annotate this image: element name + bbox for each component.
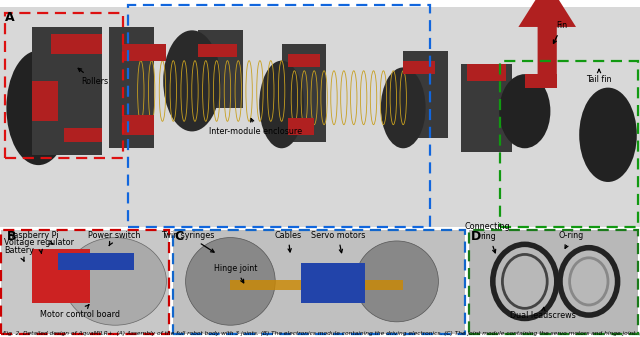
Bar	[282, 44, 326, 142]
Text: Fin: Fin	[554, 21, 568, 43]
Ellipse shape	[355, 241, 438, 322]
Bar	[469, 230, 638, 334]
Text: Cables: Cables	[275, 231, 301, 252]
Bar	[230, 280, 403, 290]
Text: Dual leadscrews: Dual leadscrews	[510, 307, 575, 320]
Bar	[128, 5, 430, 227]
Text: Rollers: Rollers	[78, 68, 108, 86]
Bar	[64, 128, 102, 142]
Bar	[51, 34, 102, 54]
Text: Motor control board: Motor control board	[40, 305, 120, 319]
Text: D: D	[470, 230, 481, 243]
Text: O-ring: O-ring	[559, 231, 584, 248]
Bar	[5, 13, 123, 158]
Ellipse shape	[259, 61, 304, 148]
Text: A: A	[5, 11, 15, 24]
Ellipse shape	[499, 74, 550, 148]
Text: Servo motors: Servo motors	[311, 231, 365, 253]
Bar	[403, 51, 448, 138]
Bar	[461, 64, 512, 152]
Text: Power switch: Power switch	[88, 231, 141, 246]
Text: Connecting
ring: Connecting ring	[465, 221, 511, 253]
Bar	[403, 61, 435, 74]
FancyArrow shape	[518, 0, 576, 74]
Bar	[1, 230, 169, 334]
Bar	[109, 27, 154, 148]
Ellipse shape	[186, 238, 275, 325]
Bar	[467, 64, 506, 81]
Ellipse shape	[64, 238, 166, 325]
Text: C: C	[174, 230, 183, 243]
Bar	[122, 115, 154, 135]
Bar	[1, 230, 169, 334]
Bar	[198, 44, 237, 57]
Text: Raspberry Pi: Raspberry Pi	[8, 231, 58, 244]
Bar	[0, 7, 640, 227]
Text: Twin syringes: Twin syringes	[161, 231, 214, 252]
Bar	[32, 27, 102, 155]
Bar	[198, 30, 243, 108]
Ellipse shape	[381, 67, 426, 148]
Bar	[32, 249, 90, 303]
Bar	[469, 230, 638, 334]
Text: Hinge joint: Hinge joint	[214, 264, 257, 283]
Text: Inter-module enclosure: Inter-module enclosure	[209, 119, 303, 136]
Text: Voltage regulator: Voltage regulator	[4, 238, 74, 253]
Bar	[525, 74, 557, 88]
Text: Fig. 2. Detailed design of AquaMILR+. (A) Assembly of the full robot body with 3: Fig. 2. Detailed design of AquaMILR+. (A…	[3, 331, 640, 336]
Ellipse shape	[6, 51, 70, 165]
Ellipse shape	[163, 30, 221, 131]
Bar	[500, 61, 638, 227]
Text: Tail fin: Tail fin	[586, 69, 612, 84]
Text: B: B	[6, 230, 16, 243]
Bar	[288, 118, 314, 135]
Bar	[32, 81, 58, 121]
Text: Battery: Battery	[4, 246, 35, 261]
Ellipse shape	[579, 88, 637, 182]
Bar	[173, 230, 465, 334]
Bar	[173, 230, 465, 334]
Bar	[301, 263, 365, 303]
Bar	[288, 54, 320, 67]
Bar	[122, 44, 166, 61]
Bar	[58, 253, 134, 270]
